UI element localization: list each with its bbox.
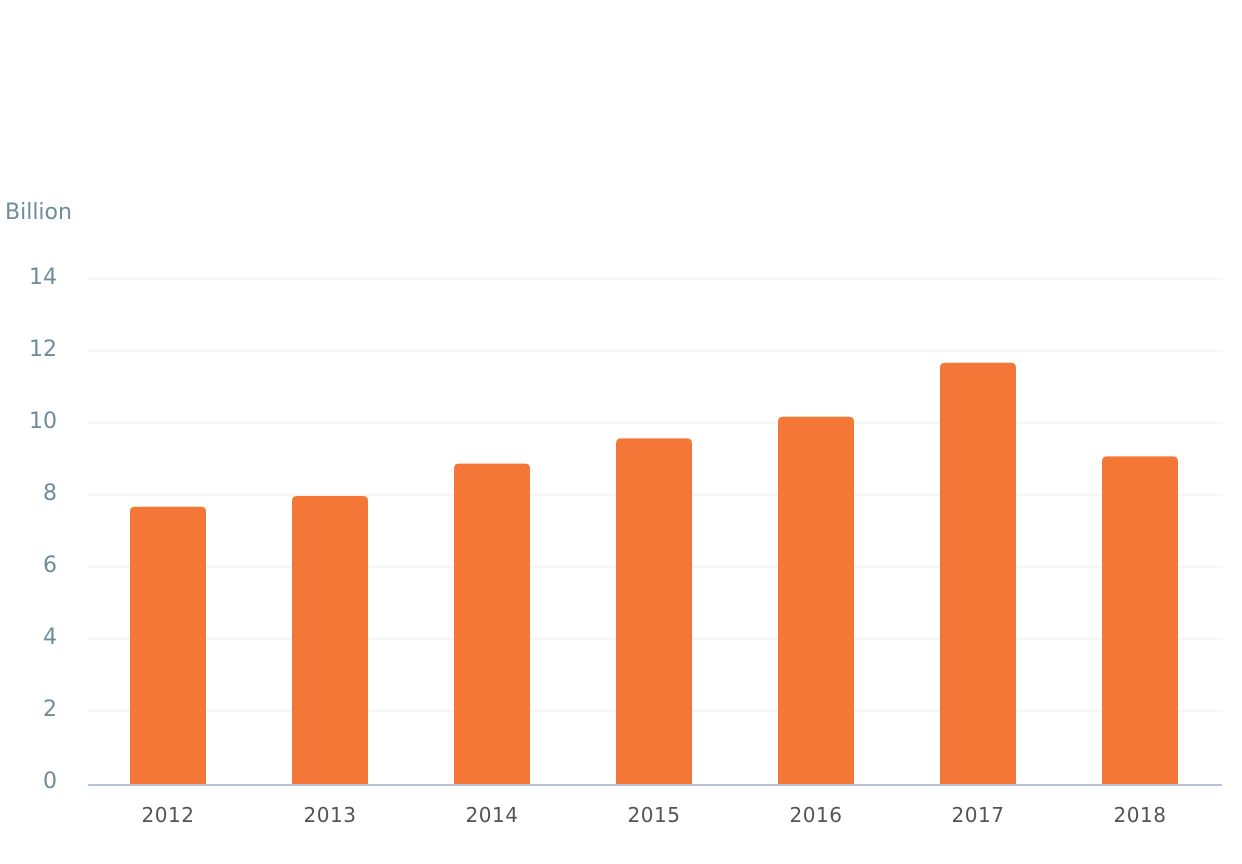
bar-2016	[778, 416, 854, 784]
bar-2015	[616, 438, 692, 784]
y-tick-label: 2	[43, 697, 57, 722]
y-tick-label: 4	[43, 625, 57, 650]
bar-2014	[454, 463, 530, 784]
x-tick-label: 2015	[628, 803, 681, 827]
x-tick-label: 2013	[304, 803, 357, 827]
x-tick-label: 2012	[142, 803, 195, 827]
x-tick-label: 2017	[952, 803, 1005, 827]
bar-2012	[130, 506, 206, 784]
bar-2013	[292, 496, 368, 784]
bar-2017	[940, 362, 1016, 784]
y-tick-label: 10	[29, 409, 57, 434]
bar-2018	[1102, 456, 1178, 784]
y-axis-ticks: 0 2 4 6 8 10 12 14	[29, 265, 57, 794]
x-tick-label: 2018	[1114, 803, 1167, 827]
y-tick-label: 6	[43, 553, 57, 578]
y-tick-label: 12	[29, 337, 57, 362]
y-tick-label: 14	[29, 265, 57, 290]
x-axis-ticks: 2012 2013 2014 2015 2016 2017 2018	[142, 803, 1167, 827]
y-tick-label: 0	[43, 769, 57, 794]
x-tick-label: 2016	[790, 803, 843, 827]
bars	[130, 362, 1178, 784]
y-axis-unit-label: Billion	[5, 200, 72, 225]
y-tick-label: 8	[43, 481, 57, 506]
x-tick-label: 2014	[466, 803, 519, 827]
